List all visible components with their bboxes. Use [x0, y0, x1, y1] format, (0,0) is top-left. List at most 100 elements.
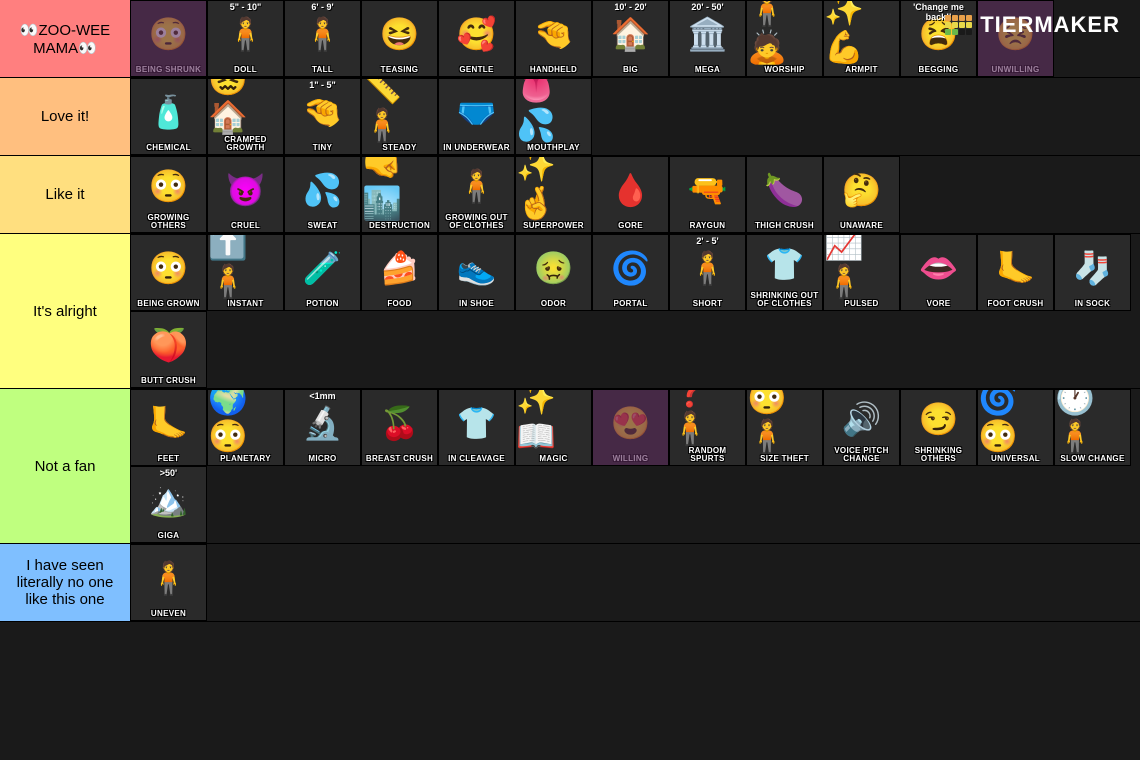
tier-item[interactable]: 🍆THIGH CRUSH — [746, 156, 823, 233]
tier-item[interactable]: 🦶FOOT CRUSH — [977, 234, 1054, 311]
item-label: WORSHIP — [747, 66, 822, 76]
item-icon: 🧍 — [439, 157, 514, 214]
tier-item[interactable]: 20' - 50'🏛️MEGA — [669, 0, 746, 77]
item-icon: 😆 — [362, 1, 437, 66]
tier-item[interactable]: 📈🧍PULSED — [823, 234, 900, 311]
item-label: GIGA — [131, 532, 206, 542]
tier-items: 🦶FEET🌍😳PLANETARY<1mm🔬MICRO🍒BREAST CRUSH👕… — [130, 389, 1140, 543]
tier-list: 👀ZOO-WEE MAMA👀😳Being Shrunk5" - 10"🧍DOLL… — [0, 0, 1140, 622]
item-icon: 🧴 — [131, 79, 206, 144]
item-label: SIZE THEFT — [747, 455, 822, 465]
tier-item[interactable]: 🤜🏙️DESTRUCTION — [361, 156, 438, 233]
tier-item[interactable]: 🔊Voice Pitch Change — [823, 389, 900, 466]
item-label: HANDHELD — [516, 66, 591, 76]
tier-item[interactable]: 👕Shrinking out of Clothes — [746, 234, 823, 311]
tier-row: Not a fan🦶FEET🌍😳PLANETARY<1mm🔬MICRO🍒BREA… — [0, 389, 1140, 544]
tier-label[interactable]: Not a fan — [0, 389, 130, 543]
tier-item[interactable]: 2' - 5'🧍SHORT — [669, 234, 746, 311]
tier-item[interactable]: 🍰FOOD — [361, 234, 438, 311]
item-icon: 🧍 — [131, 545, 206, 610]
tier-item[interactable]: 👕IN CLEAVAGE — [438, 389, 515, 466]
tier-item[interactable]: 🧍UNEVEN — [130, 544, 207, 621]
tier-item[interactable]: 🩸GORE — [592, 156, 669, 233]
tier-item[interactable]: 🧦IN SOCK — [1054, 234, 1131, 311]
tier-item[interactable]: 🥰GENTLE — [438, 0, 515, 77]
item-label: Being Grown — [131, 300, 206, 310]
tier-item[interactable]: 🧍Growing out of Clothes — [438, 156, 515, 233]
tier-item[interactable]: 🕐🧍SLOW CHANGE — [1054, 389, 1131, 466]
tier-item[interactable]: 😆TEASING — [361, 0, 438, 77]
item-label: UNIVERSAL — [978, 455, 1053, 465]
tier-item[interactable]: 😈CRUEL — [207, 156, 284, 233]
item-label: Cramped Growth — [208, 136, 283, 154]
tier-item[interactable]: 📏🧍STEADY — [361, 78, 438, 155]
item-label: IN CLEAVAGE — [439, 455, 514, 465]
tier-item[interactable]: >50'🏔️GIGA — [130, 466, 207, 543]
item-label: SLOW CHANGE — [1055, 455, 1130, 465]
item-label: Shrinking Others — [901, 447, 976, 465]
tier-item[interactable]: 🤔UNAWARE — [823, 156, 900, 233]
item-icon: 🔊 — [824, 390, 899, 447]
tier-label[interactable]: I have seen literally no one like this o… — [0, 544, 130, 621]
tier-item[interactable]: 👅💦MOUTHPLAY — [515, 78, 592, 155]
tier-item[interactable]: 💦SWEAT — [284, 156, 361, 233]
item-label: INSTANT — [208, 300, 283, 310]
tier-item[interactable]: 5" - 10"🧍DOLL — [207, 0, 284, 77]
tier-label[interactable]: Like it — [0, 156, 130, 233]
tier-item[interactable]: 😳Being Grown — [130, 234, 207, 311]
tier-label[interactable]: 👀ZOO-WEE MAMA👀 — [0, 0, 130, 77]
item-label: FOOT CRUSH — [978, 300, 1053, 310]
tier-item[interactable]: <1mm🔬MICRO — [284, 389, 361, 466]
tier-item[interactable]: 😳🧍SIZE THEFT — [746, 389, 823, 466]
tier-label[interactable]: It's alright — [0, 234, 130, 388]
tier-item[interactable]: ❓🧍Random Spurts — [669, 389, 746, 466]
tier-item[interactable]: 👟IN SHOE — [438, 234, 515, 311]
tier-item[interactable]: 🍑BUTT CRUSH — [130, 311, 207, 388]
tier-label[interactable]: Love it! — [0, 78, 130, 155]
tier-item[interactable]: 🧪POTION — [284, 234, 361, 311]
tier-item[interactable]: 🌍😳PLANETARY — [207, 389, 284, 466]
tier-item[interactable]: 🤏HANDHELD — [515, 0, 592, 77]
tier-item[interactable]: 🧍🙇WORSHIP — [746, 0, 823, 77]
tier-item[interactable]: 6' - 9'🧍TALL — [284, 0, 361, 77]
item-label: MICRO — [285, 455, 360, 465]
tier-item[interactable]: 🍒BREAST CRUSH — [361, 389, 438, 466]
tier-item[interactable]: 🦶FEET — [130, 389, 207, 466]
item-label: BUTT CRUSH — [131, 377, 206, 387]
tier-item[interactable]: 🤢ODOR — [515, 234, 592, 311]
tier-item[interactable]: ⬆️🧍INSTANT — [207, 234, 284, 311]
tier-item[interactable]: 🧴CHEMICAL — [130, 78, 207, 155]
tier-item[interactable]: 😏Shrinking Others — [900, 389, 977, 466]
item-icon: 🍒 — [362, 390, 437, 455]
tier-item[interactable]: ✨📖MAGIC — [515, 389, 592, 466]
tier-item[interactable]: 😖🏠Cramped Growth — [207, 78, 284, 155]
item-icon: 🕐🧍 — [1055, 389, 1130, 455]
item-header: 10' - 20' — [593, 2, 668, 12]
tier-item[interactable]: 😳Being Shrunk — [130, 0, 207, 77]
tier-item[interactable]: 10' - 20'🏠BIG — [592, 0, 669, 77]
item-label: PULSED — [824, 300, 899, 310]
item-label: ODOR — [516, 300, 591, 310]
item-header: 20' - 50' — [670, 2, 745, 12]
tier-item[interactable]: 😳Growing Others — [130, 156, 207, 233]
tier-item[interactable]: 🔫RAYGUN — [669, 156, 746, 233]
item-icon: 🧍🙇 — [747, 0, 822, 66]
item-header: 2' - 5' — [670, 236, 745, 246]
item-icon: 😖🏠 — [208, 78, 283, 136]
tier-items: 😳Growing Others😈CRUEL💦SWEAT🤜🏙️DESTRUCTIO… — [130, 156, 1140, 233]
tier-item[interactable]: ✨💪ARMPIT — [823, 0, 900, 77]
item-label: UNAWARE — [824, 222, 899, 232]
item-label: Random Spurts — [670, 447, 745, 465]
tier-item[interactable]: ✨🤞SUPERPOWER — [515, 156, 592, 233]
item-label: FOOD — [362, 300, 437, 310]
item-icon: 🧪 — [285, 235, 360, 300]
item-icon: 👅💦 — [516, 78, 591, 144]
item-label: IN SHOE — [439, 300, 514, 310]
tier-item[interactable]: 1" - 5"🤏TINY — [284, 78, 361, 155]
item-label: FEET — [131, 455, 206, 465]
tier-item[interactable]: 👄VORE — [900, 234, 977, 311]
tier-item[interactable]: 😍WILLING — [592, 389, 669, 466]
tier-item[interactable]: 🩲IN UNDERWEAR — [438, 78, 515, 155]
tier-item[interactable]: 🌀😳UNIVERSAL — [977, 389, 1054, 466]
tier-item[interactable]: 🌀PORTAL — [592, 234, 669, 311]
